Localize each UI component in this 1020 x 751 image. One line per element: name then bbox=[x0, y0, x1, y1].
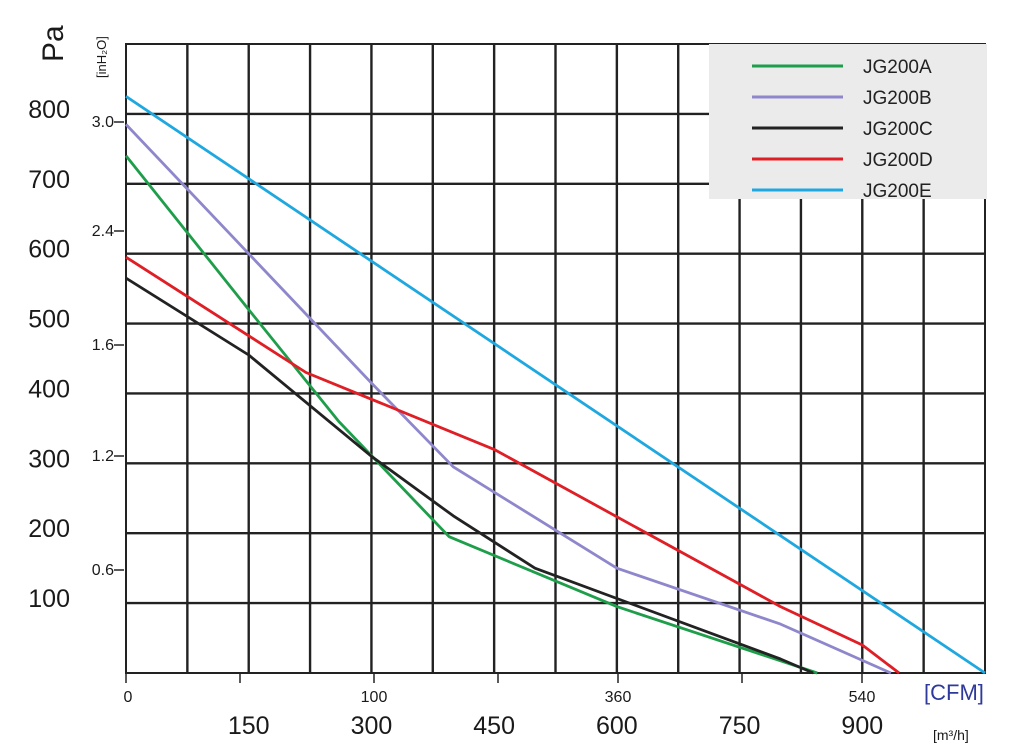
tick-labels: 100 200 300 400 500 600 700 800 0.6 1.2 1.6 2.4 3.0 0… bbox=[28, 96, 883, 740]
y-tick-inh2o: 3.0 bbox=[92, 114, 114, 131]
series-line-jg200d bbox=[125, 256, 900, 675]
y-tick-pa: 400 bbox=[28, 375, 70, 403]
x-tick-m3h: 600 bbox=[596, 712, 638, 740]
legend-label-jg200a: JG200A bbox=[863, 57, 932, 78]
y-axis-label-pa: Pa bbox=[37, 25, 70, 62]
series-line-jg200c bbox=[125, 276, 814, 675]
x-tick-cfm: 100 bbox=[361, 689, 388, 706]
y-tick-pa: 100 bbox=[28, 585, 70, 613]
legend-label-jg200c: JG200C bbox=[863, 119, 933, 140]
x-axis-unit-m3h: [m³/h] bbox=[933, 727, 969, 743]
y-tick-pa: 200 bbox=[28, 515, 70, 543]
series-line-jg200e bbox=[125, 95, 986, 675]
legend-label-jg200b: JG200B bbox=[863, 88, 932, 109]
x-tick-m3h: 150 bbox=[228, 712, 270, 740]
y-tick-pa: 500 bbox=[28, 306, 70, 334]
x-tick-m3h: 300 bbox=[351, 712, 393, 740]
series-line-jg200b bbox=[124, 123, 892, 675]
y-tick-inh2o: 1.6 bbox=[92, 337, 114, 354]
x-tick-m3h: 900 bbox=[841, 712, 883, 740]
x-tick-cfm: 0 bbox=[124, 689, 133, 706]
x-tick-cfm: 540 bbox=[849, 689, 876, 706]
y-tick-pa: 800 bbox=[28, 96, 70, 124]
x-axis-unit-cfm: [CFM] bbox=[924, 680, 984, 705]
y-tick-inh2o: 2.4 bbox=[92, 223, 114, 240]
series-lines bbox=[124, 95, 986, 675]
y-axis-label-inh2o: [inH₂O] bbox=[94, 36, 109, 78]
y-tick-pa: 700 bbox=[28, 166, 70, 194]
legend-label-jg200d: JG200D bbox=[863, 150, 933, 171]
x-tick-m3h: 750 bbox=[719, 712, 761, 740]
x-tick-m3h: 450 bbox=[473, 712, 515, 740]
y-tick-inh2o: 1.2 bbox=[92, 448, 114, 465]
y-tick-pa: 600 bbox=[28, 236, 70, 264]
legend: JG200A JG200B JG200C JG200D JG200E bbox=[709, 44, 987, 202]
x-tick-cfm: 360 bbox=[605, 689, 632, 706]
y-tick-inh2o: 0.6 bbox=[92, 562, 114, 579]
legend-background bbox=[709, 44, 987, 199]
legend-label-jg200e: JG200E bbox=[863, 181, 932, 202]
series-line-jg200a bbox=[124, 154, 818, 675]
y-tick-pa: 300 bbox=[28, 445, 70, 473]
